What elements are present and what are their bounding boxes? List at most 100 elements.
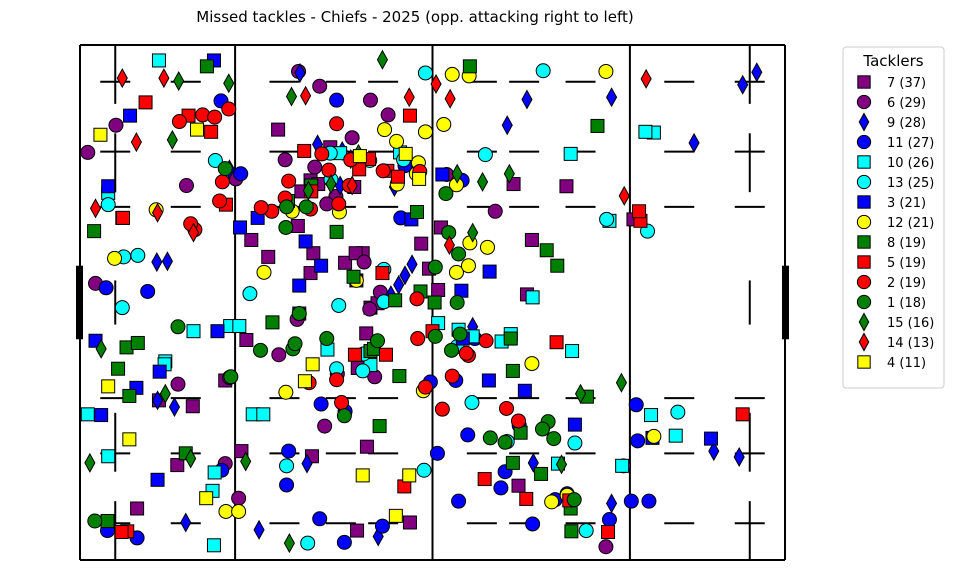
data-point [321,162,337,178]
data-point [313,396,329,412]
data-point [290,218,305,233]
data-point [166,129,178,150]
data-point [482,430,498,446]
data-point [292,278,307,293]
data-point [641,493,657,509]
data-point [240,451,252,472]
data-point [564,524,579,539]
data-point [312,78,328,94]
data-point [375,163,391,179]
data-point [618,185,630,206]
legend-label: 3 (21) [887,196,926,211]
data-point [314,258,329,273]
data-point [402,468,417,483]
data-point [640,68,652,89]
data-point [356,254,372,270]
data-point [151,53,166,68]
data-point [100,197,116,213]
data-point [555,454,568,475]
data-point [159,383,171,404]
legend-label: 11 (27) [887,136,934,151]
data-point [412,171,427,186]
data-point [301,453,313,474]
data-point [278,384,294,400]
data-point [242,286,258,302]
data-point [140,283,156,299]
data-point [210,324,225,339]
data-point [417,379,433,395]
data-point [409,291,425,307]
data-point [409,205,424,220]
legend-title: Tacklers [862,52,923,70]
data-point [703,431,718,446]
legend-marker [857,155,871,169]
legend-label: 2 (19) [887,276,926,291]
data-point [298,234,313,249]
data-point [218,503,234,519]
data-point [444,88,456,109]
data-point [231,490,247,506]
data-point [402,515,417,530]
data-point [130,132,142,153]
data-point [389,133,405,149]
data-point [170,458,185,473]
series-14 [93,122,427,523]
legend-label: 13 (25) [887,176,934,191]
data-point [151,390,164,411]
data-point [233,166,249,182]
data-point [173,71,185,92]
data-point [436,116,452,132]
data-point [300,85,312,106]
data-point [303,266,318,281]
data-point [151,202,164,223]
data-point [403,87,415,108]
data-point [199,59,214,74]
data-point [114,300,130,316]
data-point [460,258,476,274]
data-point [331,297,347,313]
data-point [534,466,549,481]
data-point [100,514,115,529]
legend-marker [858,332,870,352]
data-point [535,63,551,79]
data-point [150,472,165,487]
legend-label: 1 (18) [887,296,926,311]
data-point [291,306,307,322]
data-point [233,220,248,235]
legend-label: 5 (19) [887,256,926,271]
data-point [525,516,541,532]
data-point [567,417,582,432]
data-point [207,465,222,480]
data-point [376,49,389,70]
data-point [493,480,509,496]
data-point [116,68,128,89]
data-point [94,408,109,423]
data-point [279,199,295,215]
data-point [285,86,298,107]
data-point [89,198,102,219]
data-point [406,254,418,275]
data-point [416,462,432,478]
data-point [380,107,396,123]
data-point [212,193,228,209]
series-3 [98,92,657,550]
data-point [497,434,513,450]
data-point [178,178,194,194]
data-point [297,374,312,389]
data-point [271,122,286,137]
legend-label: 15 (16) [887,316,934,331]
legend-marker [856,174,872,190]
data-point [130,247,146,263]
data-point [93,127,108,142]
data-point [444,342,460,358]
data-point [427,328,443,344]
data-point [670,404,686,420]
data-point [460,427,476,443]
data-point [521,89,533,110]
data-point [601,512,617,528]
data-point [190,122,205,137]
data-point [362,301,378,317]
data-point [599,211,615,227]
data-point [601,525,616,540]
